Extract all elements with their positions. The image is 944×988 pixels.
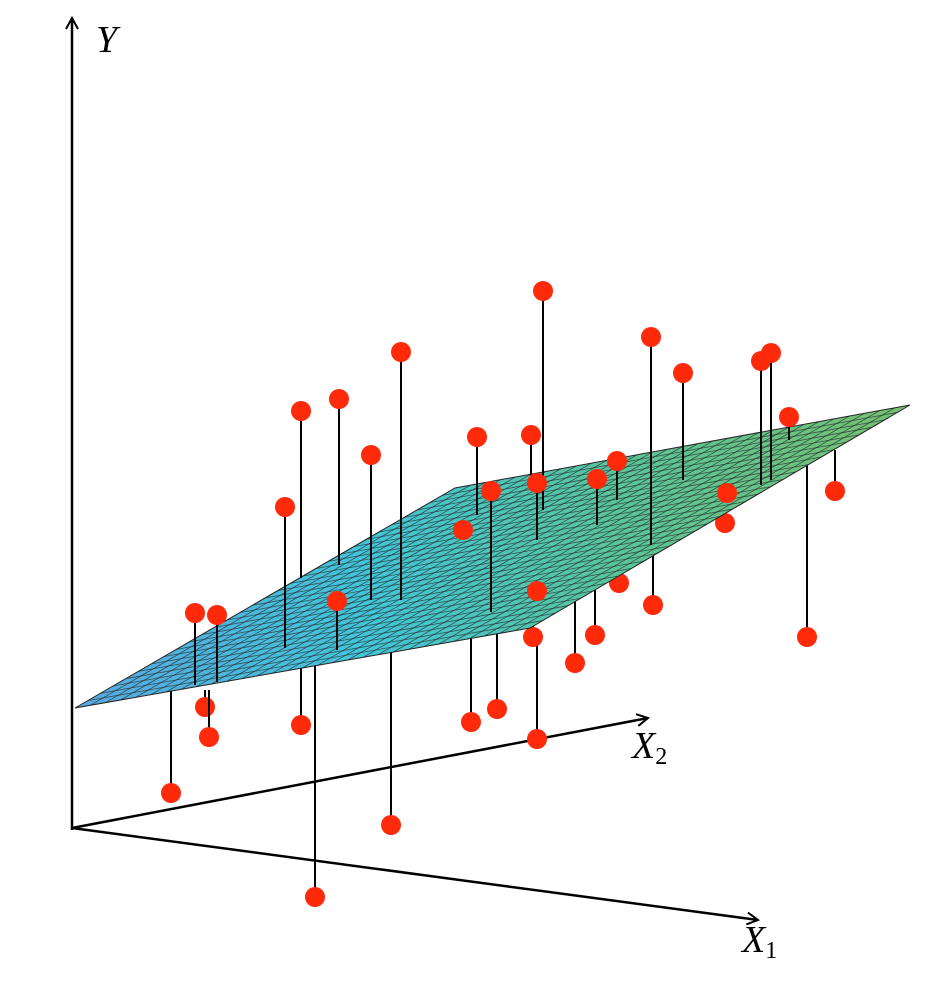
data-point — [453, 520, 473, 540]
x1-subscript: 1 — [765, 938, 777, 964]
x2-axis — [71, 718, 648, 830]
x1-letter: X — [740, 919, 767, 961]
mesh-line — [429, 419, 885, 504]
data-point — [527, 473, 547, 493]
data-point — [527, 729, 547, 749]
mesh-line — [442, 412, 898, 496]
x2-label: X2 — [630, 725, 667, 770]
data-point — [487, 699, 507, 719]
data-point — [161, 783, 181, 803]
data-point — [327, 591, 347, 611]
axes — [72, 18, 758, 920]
data-point — [797, 627, 817, 647]
x2-subscript: 2 — [655, 744, 667, 770]
data-point — [565, 653, 585, 673]
data-point — [195, 697, 215, 717]
x1-axis — [71, 826, 758, 920]
points-below — [161, 450, 845, 907]
data-point — [585, 625, 605, 645]
data-point — [207, 605, 227, 625]
data-point — [329, 389, 349, 409]
mesh-line — [484, 412, 865, 637]
data-point — [527, 581, 547, 601]
y-label: Y — [96, 19, 121, 61]
data-point — [761, 343, 781, 363]
data-point — [291, 401, 311, 421]
data-point — [275, 497, 295, 517]
x1-label: X1 — [740, 919, 777, 964]
data-point — [361, 445, 381, 465]
data-point — [481, 481, 501, 501]
data-point — [381, 815, 401, 835]
data-point — [523, 627, 543, 647]
data-point — [717, 483, 737, 503]
points-above — [185, 281, 799, 685]
data-point — [461, 712, 481, 732]
data-point — [185, 603, 205, 623]
data-point — [607, 451, 627, 471]
data-point — [643, 595, 663, 615]
x2-letter: X — [630, 725, 657, 767]
data-point — [305, 887, 325, 907]
data-point — [533, 281, 553, 301]
data-point — [673, 363, 693, 383]
regression-plane — [74, 404, 911, 709]
data-point — [587, 469, 607, 489]
data-point — [825, 481, 845, 501]
data-point — [291, 715, 311, 735]
data-point — [779, 407, 799, 427]
data-point — [467, 427, 487, 447]
mesh-line — [469, 415, 850, 640]
data-point — [641, 327, 661, 347]
data-point — [199, 727, 219, 747]
mesh-line — [404, 434, 860, 518]
data-point — [521, 425, 541, 445]
mesh-line — [514, 407, 896, 632]
data-point — [391, 342, 411, 362]
mesh-line — [499, 410, 880, 634]
data-point — [715, 513, 735, 533]
